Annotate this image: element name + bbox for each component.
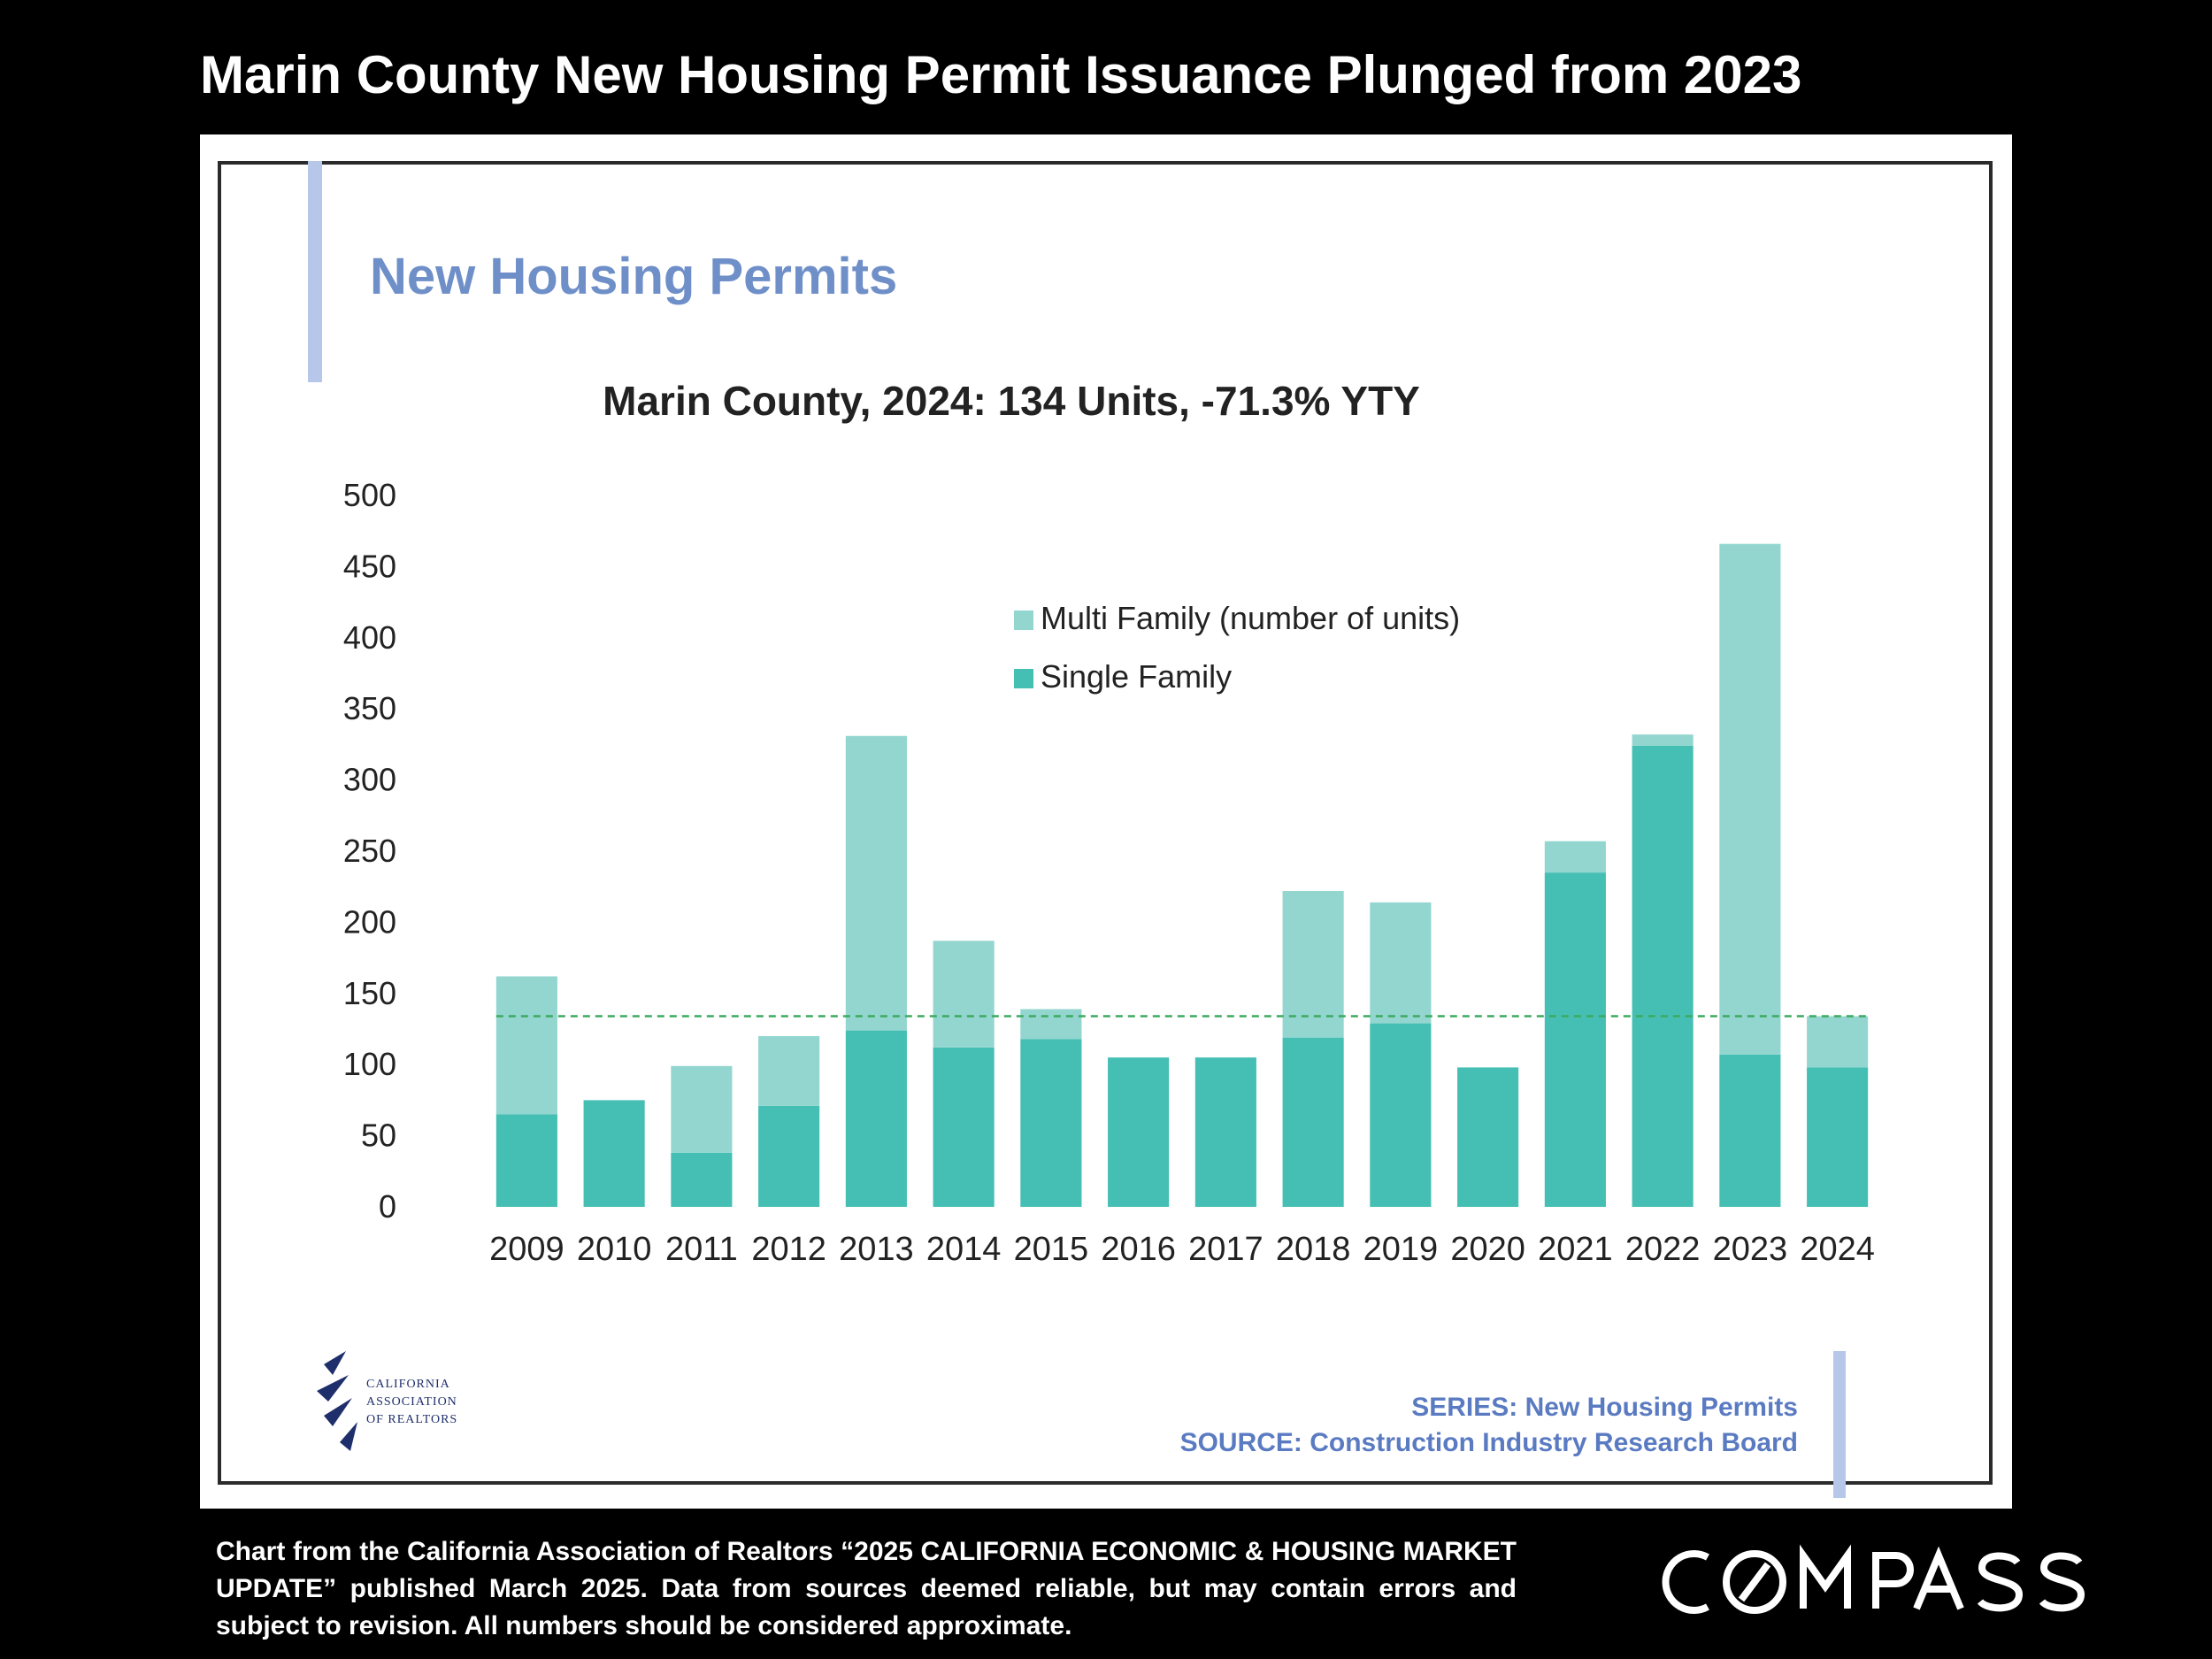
compass-logo: [1662, 1544, 2085, 1614]
car-logo-text-1: CALIFORNIA: [366, 1378, 450, 1391]
legend: Multi Family (number of units) Single Fa…: [1014, 600, 1460, 695]
legend-label-single-family: Single Family: [1041, 658, 1232, 695]
bar-single-family: [583, 1100, 645, 1207]
bar-multi-family: [758, 1036, 820, 1106]
bar-single-family: [758, 1105, 820, 1207]
x-tick-label: 2013: [839, 1231, 914, 1268]
y-tick-label: 450: [343, 548, 396, 584]
bar-single-family: [1632, 746, 1694, 1207]
bar-multi-family: [1632, 734, 1694, 747]
source-note: SOURCE: Construction Industry Research B…: [1180, 1428, 1798, 1457]
x-tick-label: 2009: [489, 1231, 565, 1268]
x-tick-label: 2018: [1276, 1231, 1351, 1268]
bar-multi-family: [1544, 841, 1606, 873]
y-tick-label: 300: [343, 762, 396, 798]
car-logo-mark: [317, 1351, 357, 1451]
bar-single-family: [1108, 1057, 1170, 1207]
legend-swatch-multi-family: [1014, 611, 1033, 630]
x-tick-label: 2024: [1800, 1231, 1875, 1268]
y-tick-label: 0: [379, 1188, 396, 1225]
bar-single-family: [1457, 1067, 1519, 1207]
compass-logo-mark: [1662, 1544, 2085, 1614]
y-tick-label: 500: [343, 477, 396, 513]
x-tick-label: 2011: [665, 1231, 738, 1268]
x-tick-label: 2021: [1538, 1231, 1613, 1268]
y-tick-label: 250: [343, 833, 396, 869]
legend-swatch-single-family: [1014, 669, 1033, 688]
car-logo: CALIFORNIA ASSOCIATION OF REALTORS: [317, 1351, 457, 1451]
y-tick-label: 150: [343, 975, 396, 1011]
y-axis-ticks: 0 50 100 150 200 250 300 350 400 450 500: [343, 477, 396, 1225]
bar-single-family: [845, 1030, 907, 1207]
bar-single-family: [933, 1047, 995, 1207]
bar-multi-family: [1020, 1009, 1082, 1040]
bar-single-family: [1282, 1037, 1344, 1207]
chart-svg: New Housing Permits Marin County, 2024: …: [308, 161, 1875, 1498]
x-tick-label: 2022: [1625, 1231, 1701, 1268]
bar-single-family: [1544, 872, 1606, 1207]
chart-title: Marin County, 2024: 134 Units, -71.3% YT…: [603, 378, 1420, 424]
chart-frame: [218, 161, 1993, 1485]
slide-title: Marin County New Housing Permit Issuance…: [200, 45, 1802, 104]
x-tick-label: 2017: [1188, 1231, 1263, 1268]
car-logo-text-3: OF REALTORS: [366, 1413, 457, 1426]
x-tick-label: 2014: [926, 1231, 1002, 1268]
bar-multi-family: [1282, 891, 1344, 1038]
bar-single-family: [495, 1114, 557, 1207]
bar-multi-family: [495, 976, 557, 1115]
x-tick-label: 2020: [1450, 1231, 1525, 1268]
legend-label-multi-family: Multi Family (number of units): [1041, 600, 1460, 636]
heading-accent-bar: [308, 161, 322, 382]
bar-single-family: [1807, 1067, 1869, 1207]
chart-panel: New Housing Permits Marin County, 2024: …: [200, 134, 2012, 1509]
y-tick-label: 400: [343, 619, 396, 656]
y-tick-label: 50: [361, 1118, 396, 1154]
bar-single-family: [1020, 1039, 1082, 1207]
bar-single-family: [1370, 1023, 1432, 1207]
x-tick-label: 2023: [1713, 1231, 1788, 1268]
bar-single-family: [671, 1152, 733, 1207]
x-tick-label: 2015: [1014, 1231, 1089, 1268]
x-tick-label: 2010: [577, 1231, 652, 1268]
bar-single-family: [1719, 1054, 1781, 1207]
bar-multi-family: [933, 941, 995, 1048]
x-tick-label: 2012: [751, 1231, 826, 1268]
panel-heading: New Housing Permits: [370, 248, 897, 305]
y-tick-label: 200: [343, 903, 396, 940]
y-tick-label: 100: [343, 1046, 396, 1082]
car-logo-text-2: ASSOCIATION: [366, 1395, 457, 1409]
source-caption: Chart from the California Association of…: [216, 1537, 1517, 1640]
bar-multi-family: [671, 1065, 733, 1153]
y-tick-label: 350: [343, 690, 396, 726]
bar-multi-family: [1719, 543, 1781, 1055]
series-note: SERIES: New Housing Permits: [1411, 1393, 1798, 1422]
bar-multi-family: [1370, 902, 1432, 1024]
bar-multi-family: [845, 735, 907, 1031]
bar-single-family: [1194, 1057, 1256, 1207]
bar-multi-family: [1807, 1016, 1869, 1068]
x-axis-ticks: 2009 2010 2011 2012 2013 2014 2015 2016 2017 2018…: [489, 1231, 1875, 1268]
x-tick-label: 2019: [1363, 1231, 1439, 1268]
bars: [495, 543, 1869, 1207]
x-tick-label: 2016: [1101, 1231, 1176, 1268]
footer-accent-bar: [1833, 1351, 1846, 1498]
